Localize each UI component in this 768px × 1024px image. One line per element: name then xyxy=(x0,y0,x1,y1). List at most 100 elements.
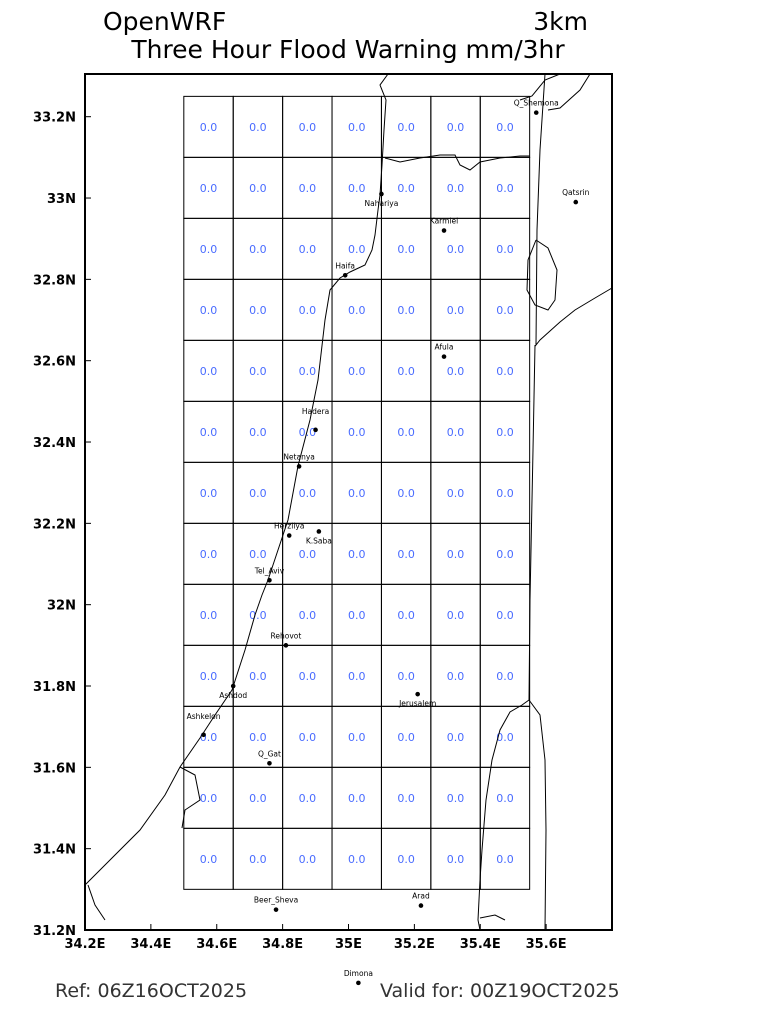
city-label: Beer_Sheva xyxy=(254,896,298,905)
cell-value: 0.0 xyxy=(299,731,317,744)
city-label: Ashkelon xyxy=(187,712,221,721)
city-label: Dimona xyxy=(344,969,373,978)
cell-value: 0.0 xyxy=(200,548,218,561)
cell-value: 0.0 xyxy=(348,426,366,439)
cell-value: 0.0 xyxy=(496,121,514,134)
cell-value: 0.0 xyxy=(299,121,317,134)
cell-value: 0.0 xyxy=(249,487,267,500)
cell-value: 0.0 xyxy=(348,853,366,866)
cell-value: 0.0 xyxy=(249,548,267,561)
city-label: Afula xyxy=(435,343,454,352)
cell-value: 0.0 xyxy=(496,487,514,500)
cell-value: 0.0 xyxy=(447,426,465,439)
cell-value: 0.0 xyxy=(200,609,218,622)
x-tick-label: 34.8E xyxy=(262,937,303,952)
cell-value: 0.0 xyxy=(249,304,267,317)
city-label: Haifa xyxy=(335,261,355,270)
cell-value: 0.0 xyxy=(447,487,465,500)
city-label: Hadera xyxy=(302,407,329,416)
cell-value: 0.0 xyxy=(299,609,317,622)
cell-value: 0.0 xyxy=(348,304,366,317)
x-tick-label: 35.4E xyxy=(460,937,501,952)
cell-value: 0.0 xyxy=(348,548,366,561)
cell-value: 0.0 xyxy=(200,182,218,195)
cell-value: 0.0 xyxy=(447,548,465,561)
cell-value: 0.0 xyxy=(299,792,317,805)
x-tick-label: 34.2E xyxy=(65,937,106,952)
city-dot xyxy=(201,732,206,738)
cell-value: 0.0 xyxy=(348,365,366,378)
boundary-line xyxy=(179,766,201,829)
cell-value: 0.0 xyxy=(397,121,415,134)
cell-value: 0.0 xyxy=(397,609,415,622)
city-dot xyxy=(316,529,322,534)
cell-value: 0.0 xyxy=(299,426,317,439)
y-tick-label: 31.2N xyxy=(33,924,76,939)
cell-value: 0.0 xyxy=(348,731,366,744)
cell-value: 0.0 xyxy=(348,182,366,195)
city-markers: Q_Shemona Qatsrin Nahariya Karmiel Haifa Aful… xyxy=(187,99,590,986)
cell-value: 0.0 xyxy=(299,670,317,683)
cell-value: 0.0 xyxy=(249,243,267,256)
x-tick-label: 35.2E xyxy=(394,937,435,952)
x-tick-label: 34.6E xyxy=(196,937,237,952)
cell-value: 0.0 xyxy=(447,731,465,744)
city-label: Nahariya xyxy=(365,199,399,208)
cell-value: 0.0 xyxy=(348,609,366,622)
cell-value: 0.0 xyxy=(249,121,267,134)
city-label: Q_Shemona xyxy=(514,99,559,108)
cell-value: 0.0 xyxy=(299,853,317,866)
y-tick-label: 32.2N xyxy=(33,517,76,532)
cell-value: 0.0 xyxy=(348,121,366,134)
city-dot xyxy=(573,199,579,205)
city-label: Tel_Aviv xyxy=(254,566,285,575)
boundary-line xyxy=(519,73,561,101)
city-label: Herzliya xyxy=(274,522,304,531)
cell-value: 0.0 xyxy=(496,731,514,744)
cell-value: 0.0 xyxy=(496,670,514,683)
valid-time: Valid for: 00Z19OCT2025 xyxy=(380,980,620,1002)
boundary-line xyxy=(479,914,506,921)
cell-value: 0.0 xyxy=(249,853,267,866)
cell-value: 0.0 xyxy=(397,426,415,439)
city-dot xyxy=(230,683,236,689)
cell-value: 0.0 xyxy=(496,426,514,439)
boundary-line xyxy=(526,239,558,311)
cell-value: 0.0 xyxy=(447,670,465,683)
y-tick-label: 32.6N xyxy=(33,355,76,370)
cell-value: 0.0 xyxy=(447,304,465,317)
grid-cell xyxy=(479,827,531,890)
city-dot xyxy=(418,903,424,908)
cell-value: 0.0 xyxy=(397,792,415,805)
cell-value: 0.0 xyxy=(249,365,267,378)
cell-value: 0.0 xyxy=(447,792,465,805)
city-dot xyxy=(296,464,302,469)
city-dot xyxy=(441,228,447,233)
city-label: Karmiel xyxy=(430,217,458,226)
boundary-line xyxy=(84,73,389,886)
boundary-line xyxy=(384,154,530,171)
city-dot xyxy=(342,272,348,278)
map-title: Three Hour Flood Warning mm/3hr xyxy=(130,35,565,64)
cell-value: 0.0 xyxy=(299,548,317,561)
resolution-label: 3km xyxy=(533,7,588,36)
cell-value: 0.0 xyxy=(200,487,218,500)
boundary-line xyxy=(477,344,536,931)
cell-value: 0.0 xyxy=(249,731,267,744)
cell-value: 0.0 xyxy=(447,609,465,622)
city-label: Netanya xyxy=(283,452,315,461)
city-dot xyxy=(273,907,279,912)
city-dot xyxy=(313,427,318,433)
ref-time: Ref: 06Z16OCT2025 xyxy=(55,980,247,1002)
cell-value: 0.0 xyxy=(496,365,514,378)
cell-value: 0.0 xyxy=(397,548,415,561)
cell-value: 0.0 xyxy=(397,365,415,378)
city-label: Q_Gat xyxy=(258,749,281,758)
cell-value: 0.0 xyxy=(200,731,218,744)
model-name: OpenWRF xyxy=(103,7,226,36)
x-tick-label: 35.6E xyxy=(526,937,567,952)
cell-value: 0.0 xyxy=(299,487,317,500)
boundary-line xyxy=(535,73,613,347)
